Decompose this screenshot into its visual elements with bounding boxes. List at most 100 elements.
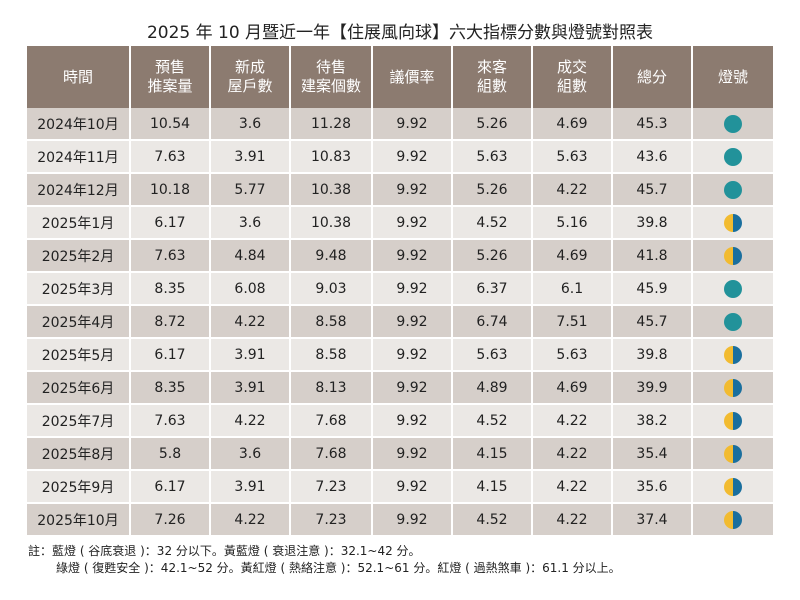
table-cell: 4.22	[210, 305, 291, 339]
table-cell: 2025年8月	[27, 437, 131, 471]
table-cell: 6.17	[130, 206, 211, 240]
table-cell: 35.6	[612, 470, 693, 504]
table-cell: 3.6	[210, 108, 291, 141]
table-cell: 9.92	[372, 140, 453, 174]
table-row: 2025年9月 6.17 3.91 7.23 9.92 4.15 4.22 35.6	[27, 470, 773, 504]
table-cell: 41.8	[612, 239, 693, 273]
table-cell: 3.6	[210, 206, 291, 240]
table-cell: 4.22	[532, 503, 613, 537]
table-cell: 4.52	[452, 404, 533, 438]
column-header: 成交 組數	[532, 46, 613, 108]
yellow-blue-light-icon	[724, 444, 742, 463]
table-cell: 2025年10月	[27, 503, 131, 537]
table-cell: 10.38	[290, 206, 373, 240]
yellow-blue-light-icon	[724, 345, 742, 364]
table-cell: 9.92	[372, 404, 453, 438]
table-cell: 5.26	[452, 239, 533, 273]
table-cell: 2025年2月	[27, 239, 131, 273]
table-cell: 8.35	[130, 272, 211, 306]
table-row: 2024年11月 7.63 3.91 10.83 9.92 5.63 5.63 43.6	[27, 140, 773, 174]
table-cell: 4.69	[532, 108, 613, 141]
table-cell: 9.92	[372, 272, 453, 306]
table-cell: 2025年3月	[27, 272, 131, 306]
table-cell: 7.63	[130, 140, 211, 174]
teal-light-icon	[724, 114, 742, 133]
table-cell: 10.83	[290, 140, 373, 174]
table-cell: 2024年11月	[27, 140, 131, 174]
table-cell: 10.18	[130, 173, 211, 207]
light-cell	[692, 338, 773, 372]
table-cell: 4.84	[210, 239, 291, 273]
light-cell	[692, 108, 773, 141]
table-cell: 4.22	[210, 404, 291, 438]
table-cell: 37.4	[612, 503, 693, 537]
table-cell: 2025年4月	[27, 305, 131, 339]
column-header: 待售 建案個數	[290, 46, 373, 108]
teal-light-icon	[724, 279, 742, 298]
table-cell: 7.51	[532, 305, 613, 339]
table-cell: 2025年6月	[27, 371, 131, 405]
table-cell: 39.8	[612, 338, 693, 372]
light-cell	[692, 305, 773, 339]
table-cell: 9.03	[290, 272, 373, 306]
light-cell	[692, 140, 773, 174]
column-header: 預售 推案量	[130, 46, 211, 108]
table-cell: 8.72	[130, 305, 211, 339]
footnote: 註：藍燈 ( 谷底衰退 )：32 分以下。黃藍燈 ( 衰退注意 )：32.1~4…	[28, 543, 621, 577]
table-row: 2024年10月 10.54 3.6 11.28 9.92 5.26 4.69 45.3	[27, 108, 773, 141]
teal-light-icon	[724, 312, 742, 331]
table-cell: 6.08	[210, 272, 291, 306]
table-header: 時間 預售 推案量 新成 屋戶數 待售 建案個數 議價率 來客 組數 成交 組數 總分 燈號	[27, 46, 773, 108]
table-cell: 7.63	[130, 239, 211, 273]
table-cell: 4.22	[210, 503, 291, 537]
table-cell: 7.68	[290, 437, 373, 471]
table-cell: 2025年7月	[27, 404, 131, 438]
table-cell: 39.8	[612, 206, 693, 240]
yellow-blue-light-icon	[724, 213, 742, 232]
table-cell: 38.2	[612, 404, 693, 438]
table-cell: 4.15	[452, 470, 533, 504]
light-cell	[692, 404, 773, 438]
table-row: 2025年4月 8.72 4.22 8.58 9.92 6.74 7.51 45.7	[27, 305, 773, 339]
table-cell: 2024年10月	[27, 108, 131, 141]
table-cell: 2025年1月	[27, 206, 131, 240]
table-cell: 8.58	[290, 305, 373, 339]
light-cell	[692, 239, 773, 273]
light-cell	[692, 437, 773, 471]
yellow-blue-light-icon	[724, 510, 742, 529]
light-cell	[692, 272, 773, 306]
page-title: 2025 年 10 月暨近一年【住展風向球】六大指標分數與燈號對照表	[146, 23, 654, 43]
table-cell: 5.77	[210, 173, 291, 207]
table-cell: 8.13	[290, 371, 373, 405]
table-cell: 5.16	[532, 206, 613, 240]
table-row: 2025年8月 5.8 3.6 7.68 9.92 4.15 4.22 35.4	[27, 437, 773, 471]
note-line: 註：藍燈 ( 谷底衰退 )：32 分以下。黃藍燈 ( 衰退注意 )：32.1~4…	[28, 544, 421, 558]
table-cell: 4.52	[452, 503, 533, 537]
yellow-blue-light-icon	[724, 246, 742, 265]
table-cell: 4.69	[532, 371, 613, 405]
table-cell: 4.22	[532, 404, 613, 438]
table-cell: 10.38	[290, 173, 373, 207]
table-row: 2025年1月 6.17 3.6 10.38 9.92 4.52 5.16 39.8	[27, 206, 773, 240]
table-row: 2025年10月 7.26 4.22 7.23 9.92 4.52 4.22 37.4	[27, 503, 773, 537]
column-header: 議價率	[372, 46, 453, 108]
table-cell: 39.9	[612, 371, 693, 405]
table-cell: 8.35	[130, 371, 211, 405]
table-cell: 5.26	[452, 108, 533, 141]
yellow-blue-light-icon	[724, 411, 742, 430]
table-cell: 9.92	[372, 338, 453, 372]
table-cell: 35.4	[612, 437, 693, 471]
table-cell: 4.15	[452, 437, 533, 471]
table-cell: 7.23	[290, 503, 373, 537]
table-cell: 9.92	[372, 503, 453, 537]
table-cell: 4.69	[532, 239, 613, 273]
table-cell: 11.28	[290, 108, 373, 141]
table-cell: 2024年12月	[27, 173, 131, 207]
table-row: 2025年6月 8.35 3.91 8.13 9.92 4.89 4.69 39.9	[27, 371, 773, 405]
table-cell: 3.91	[210, 470, 291, 504]
table-cell: 10.54	[130, 108, 211, 141]
table-cell: 6.17	[130, 338, 211, 372]
table-cell: 45.7	[612, 305, 693, 339]
teal-light-icon	[724, 180, 742, 199]
table-cell: 5.63	[532, 140, 613, 174]
